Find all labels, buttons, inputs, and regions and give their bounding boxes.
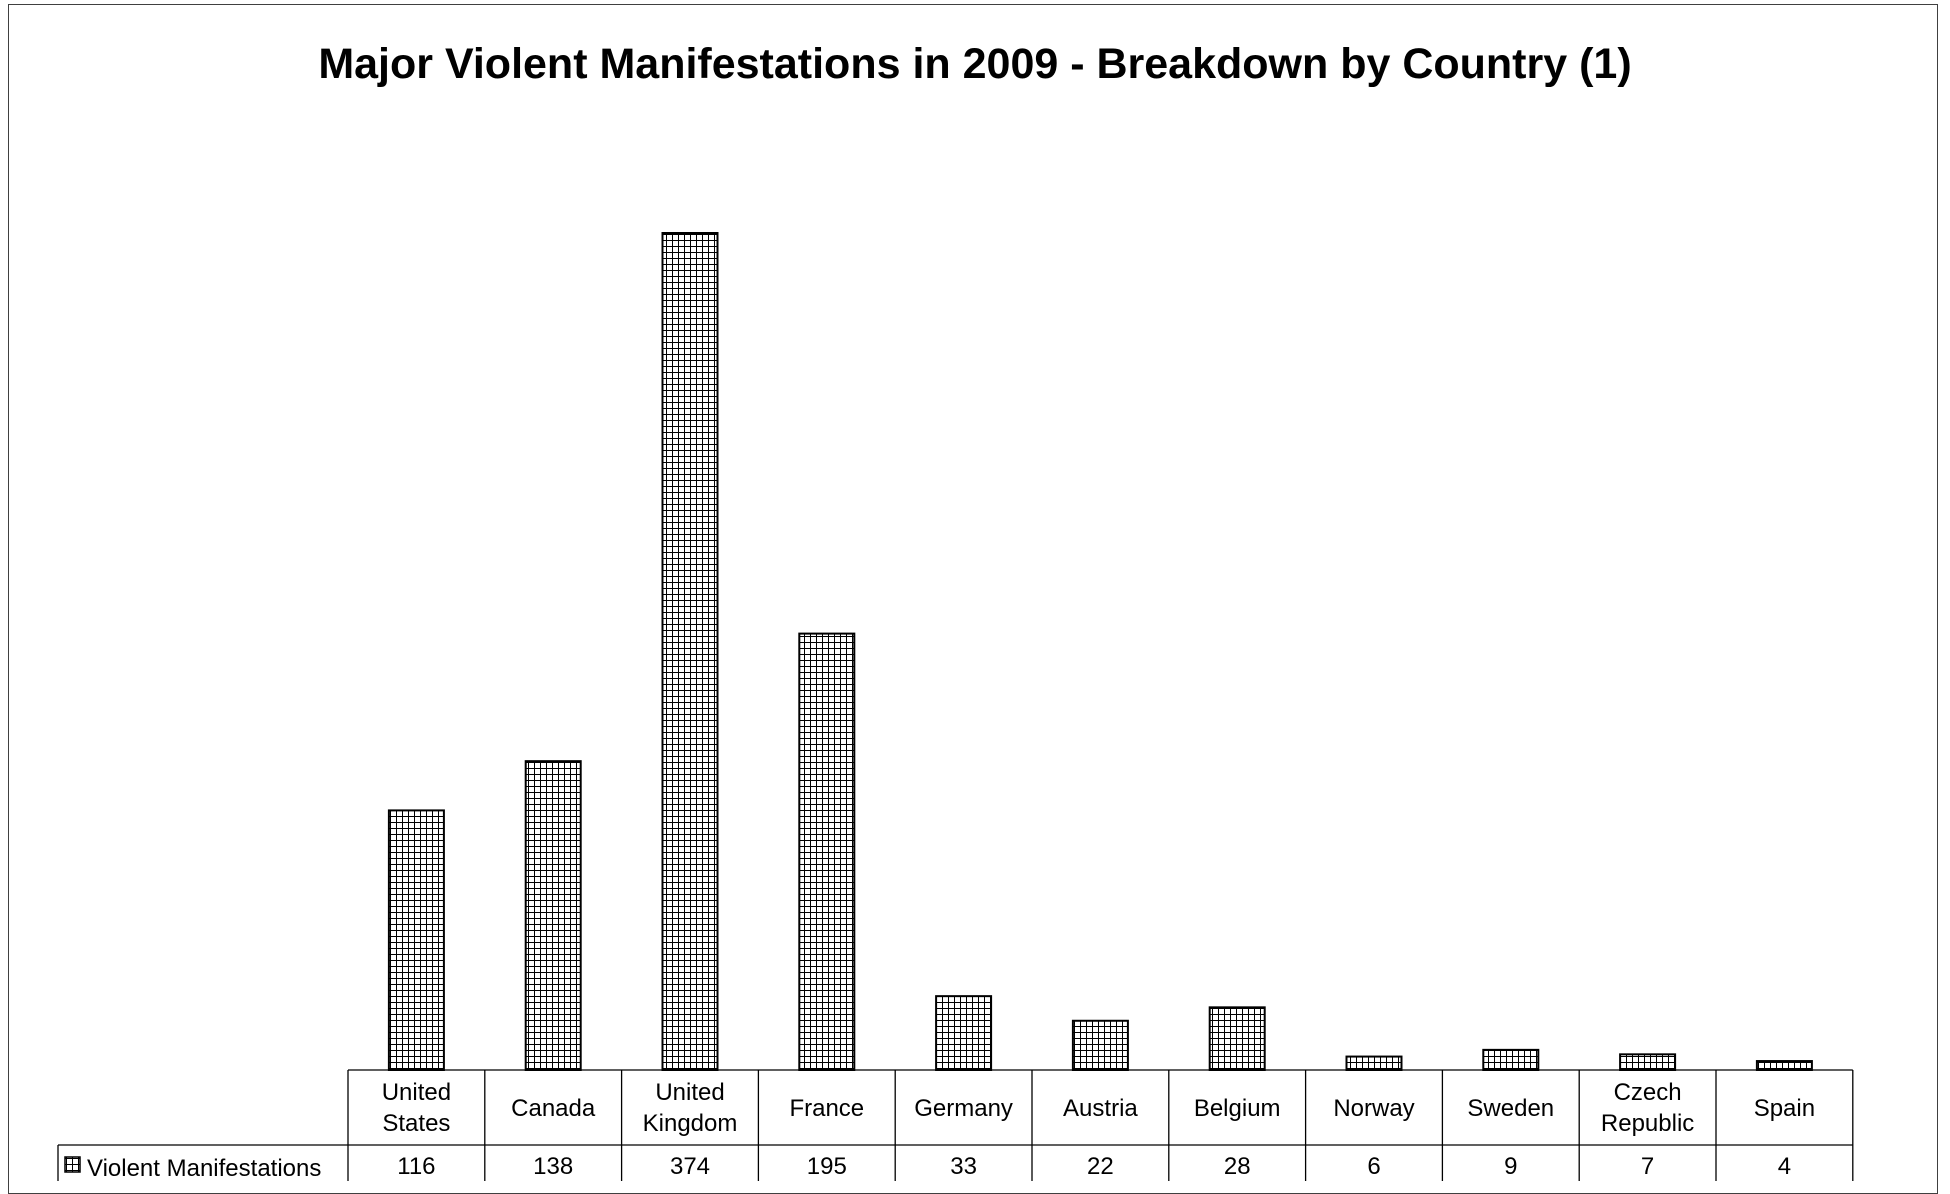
bar-belgium xyxy=(1208,1006,1266,1072)
data-table: United States Canada United Kingdom France Ger… xyxy=(57,1069,1854,1181)
bar-united-states xyxy=(387,809,445,1072)
category-label-belgium: Belgium xyxy=(1194,1095,1281,1122)
category-label-czech-republic: Czech Republic xyxy=(1601,1079,1694,1137)
bar-austria xyxy=(1071,1019,1129,1072)
category-label-austria: Austria xyxy=(1063,1095,1138,1122)
category-label-canada: Canada xyxy=(511,1095,596,1122)
value-label-spain: 4 xyxy=(1778,1153,1791,1180)
value-label-germany: 33 xyxy=(950,1153,977,1180)
bar-canada xyxy=(524,760,582,1071)
category-label-germany: Germany xyxy=(914,1095,1013,1122)
bar-czech-republic xyxy=(1619,1053,1677,1071)
grid-hatch-swatch-icon xyxy=(64,1156,81,1173)
category-label-sweden: Sweden xyxy=(1467,1095,1554,1122)
value-label-united-states: 116 xyxy=(397,1153,435,1180)
value-label-belgium: 28 xyxy=(1224,1153,1251,1180)
bar-norway xyxy=(1345,1055,1403,1071)
bar-united-kingdom xyxy=(661,232,719,1071)
bars-layer xyxy=(387,232,1813,1072)
bar-spain xyxy=(1755,1060,1813,1072)
bar-germany xyxy=(935,995,993,1072)
chart-title: Major Violent Manifestations in 2009 - B… xyxy=(318,40,1632,88)
category-label-france: France xyxy=(789,1095,864,1122)
category-label-norway: Norway xyxy=(1333,1095,1414,1122)
value-label-sweden: 9 xyxy=(1504,1153,1517,1180)
bar-sweden xyxy=(1482,1048,1540,1071)
series-label: Violent Manifestations xyxy=(87,1155,321,1181)
value-label-czech-republic: 7 xyxy=(1641,1153,1654,1180)
value-label-france: 195 xyxy=(807,1153,847,1180)
category-label-united-kingdom: United Kingdom xyxy=(643,1079,738,1137)
value-label-united-kingdom: 374 xyxy=(670,1153,710,1180)
category-label-united-states: United States xyxy=(382,1079,451,1137)
value-label-canada: 138 xyxy=(533,1153,573,1180)
category-label-spain: Spain xyxy=(1754,1095,1815,1122)
value-label-norway: 6 xyxy=(1367,1153,1380,1180)
bar-france xyxy=(798,632,856,1071)
value-label-austria: 22 xyxy=(1087,1153,1114,1180)
